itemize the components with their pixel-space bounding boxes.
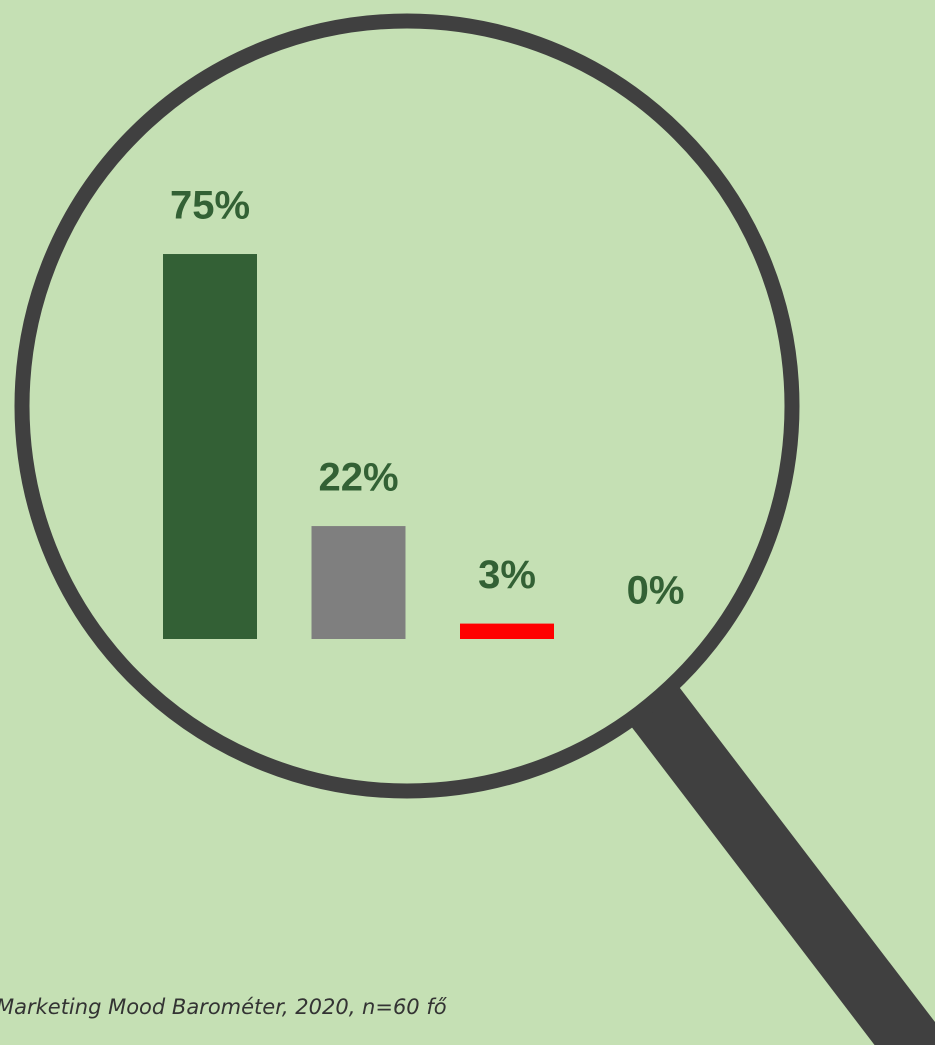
bar [460,623,554,639]
bar [311,526,406,639]
value-label: 75% [170,184,250,228]
source-note: Marketing Mood Barométer, 2020, n=60 fő [0,995,448,1019]
bars: 75% 22% 3% 0% [163,184,684,639]
value-label: 3% [478,553,536,597]
value-label: 0% [627,569,685,613]
bar [163,254,257,639]
magnifier-handle [625,681,935,1045]
magnifier-lens [14,13,800,799]
value-label: 22% [318,456,398,500]
